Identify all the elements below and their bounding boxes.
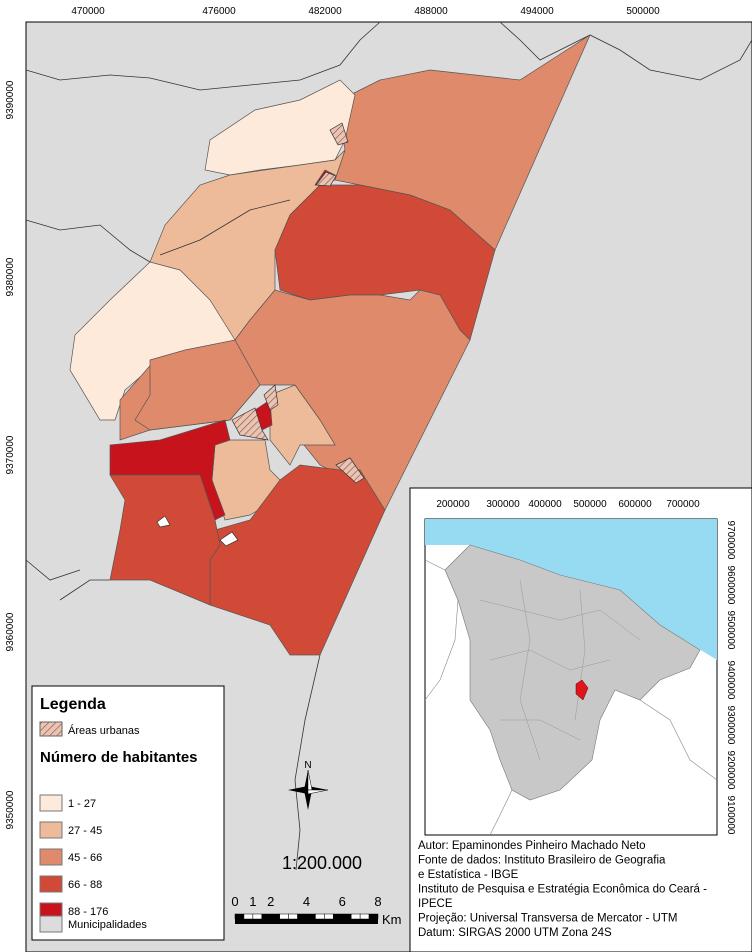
scale-bar: N 1:200.000 0 1 2 4 6 8Km <box>231 760 401 927</box>
scale-segment <box>350 913 361 920</box>
credit-line: Datum: SIRGAS 2000 UTM Zona 24S <box>418 927 612 939</box>
inset-x-coordinate: 400000 <box>528 499 562 510</box>
scale-tick: 6 <box>339 894 346 909</box>
urban-area <box>335 457 365 484</box>
scale-segment <box>235 919 378 924</box>
legend-swatch <box>39 915 63 933</box>
inset-x-coordinate: 200000 <box>436 499 470 510</box>
urban-area <box>231 407 269 441</box>
legend-swatch <box>39 875 63 893</box>
legend-label: Áreas urbanas <box>68 724 140 737</box>
scale-segment <box>279 913 289 920</box>
scale-ratio: 1:200.000 <box>282 853 362 873</box>
district <box>209 464 386 656</box>
scale-segment <box>315 913 325 920</box>
x-coordinate: 476000 <box>202 6 236 17</box>
legend-swatch <box>39 721 63 737</box>
scale-tick: 1 <box>249 894 256 909</box>
scale-segment <box>261 913 271 920</box>
inset-y-coordinate: 9400000 <box>725 661 736 700</box>
scale-segment <box>243 913 254 920</box>
legend-label: 45 - 66 <box>68 852 102 864</box>
scale-segment <box>368 913 379 920</box>
y-coordinate: 9370000 <box>5 435 16 474</box>
y-coordinate: 9380000 <box>5 257 16 296</box>
credit-line: Projeção: Universal Transversa de Mercat… <box>418 913 677 925</box>
study-area <box>69 34 591 656</box>
scale-segment <box>234 913 245 920</box>
north-label: N <box>304 760 311 771</box>
x-coordinate: 470000 <box>71 6 105 17</box>
x-coordinate: 494000 <box>520 6 554 17</box>
scale-segment <box>342 913 352 920</box>
inset-map <box>424 518 718 836</box>
scale-segment <box>297 913 307 920</box>
inset-x-coordinate: 700000 <box>666 499 700 510</box>
enclave <box>156 515 171 528</box>
y-coordinate: 9350000 <box>5 790 16 829</box>
credit-line: e Estatística - IBGE <box>418 869 519 881</box>
scale-segment <box>333 913 343 920</box>
y-coordinate: 9360000 <box>5 612 16 651</box>
scale-tick: 8 <box>374 894 381 909</box>
inset-y-coordinate: 9100000 <box>725 796 736 835</box>
inset-x-coordinate: 600000 <box>618 499 652 510</box>
inset-y-coordinate: 9700000 <box>725 521 736 560</box>
inset-y-coordinate: 9300000 <box>725 706 736 745</box>
inset-y-coordinate: 9500000 <box>725 611 736 650</box>
y-coordinates: 9390000 9380000 9370000 9360000 9350000 <box>5 80 16 829</box>
legend-swatch <box>39 848 63 866</box>
credits: Autor: Epaminondes Pinheiro Machado Neto… <box>418 840 707 939</box>
legend: Legenda Áreas urbanas Número de habitantes… <box>39 696 198 933</box>
urban-area <box>329 122 349 146</box>
legend-label: Municipalidades <box>68 919 147 931</box>
credit-line: Fonte de dados: Instituto Brasileiro de … <box>418 855 666 867</box>
credit-line: Instituto de Pesquisa e Estratégia Econô… <box>418 884 707 896</box>
legend-swatch <box>39 821 63 839</box>
inset-x-coordinate: 500000 <box>573 499 607 510</box>
credit-line: IPECE <box>418 898 453 910</box>
scale-unit: Km <box>382 912 402 927</box>
x-coordinates: 470000 476000 482000 488000 494000 500000 <box>71 6 660 17</box>
legend-label: 1 - 27 <box>68 798 96 810</box>
district <box>204 79 356 176</box>
legend-box <box>31 685 225 941</box>
district <box>269 384 336 466</box>
scale-segment <box>288 913 298 920</box>
legend-label: 88 - 176 <box>68 906 108 918</box>
scale-segment <box>252 913 263 920</box>
legend-swatch <box>39 794 63 812</box>
x-coordinate: 488000 <box>414 6 448 17</box>
legend-subtitle: Número de habitantes <box>40 749 198 766</box>
district <box>69 261 236 421</box>
scale-segment <box>306 913 316 920</box>
enclave <box>219 531 239 547</box>
urban-area <box>263 384 279 411</box>
district <box>134 339 261 431</box>
credit-line: Autor: Epaminondes Pinheiro Machado Neto <box>418 840 646 852</box>
district <box>119 289 471 511</box>
north-arrow <box>288 769 329 810</box>
legend-title: Legenda <box>40 696 106 713</box>
inset-x-coordinate: 300000 <box>486 499 520 510</box>
scale-tick: 2 <box>267 894 274 909</box>
x-coordinate: 500000 <box>626 6 660 17</box>
district <box>109 474 221 606</box>
legend-label: 66 - 88 <box>68 879 102 891</box>
x-coordinate: 482000 <box>308 6 342 17</box>
background-boundaries <box>25 21 752 871</box>
inset-y-coordinate: 9600000 <box>725 566 736 605</box>
y-coordinate: 9390000 <box>5 80 16 119</box>
inset-coordinates: 200000 300000 400000 500000 600000 700000 9700… <box>436 499 736 835</box>
scale-tick: 0 <box>231 894 238 909</box>
scale-segment <box>324 913 334 920</box>
legend-label: 27 - 45 <box>68 825 102 837</box>
scale-tick: 4 <box>303 894 310 909</box>
scale-segment <box>270 913 280 920</box>
inset-y-coordinate: 9200000 <box>725 751 736 790</box>
urban-area <box>315 171 337 187</box>
scale-segment <box>359 913 370 920</box>
